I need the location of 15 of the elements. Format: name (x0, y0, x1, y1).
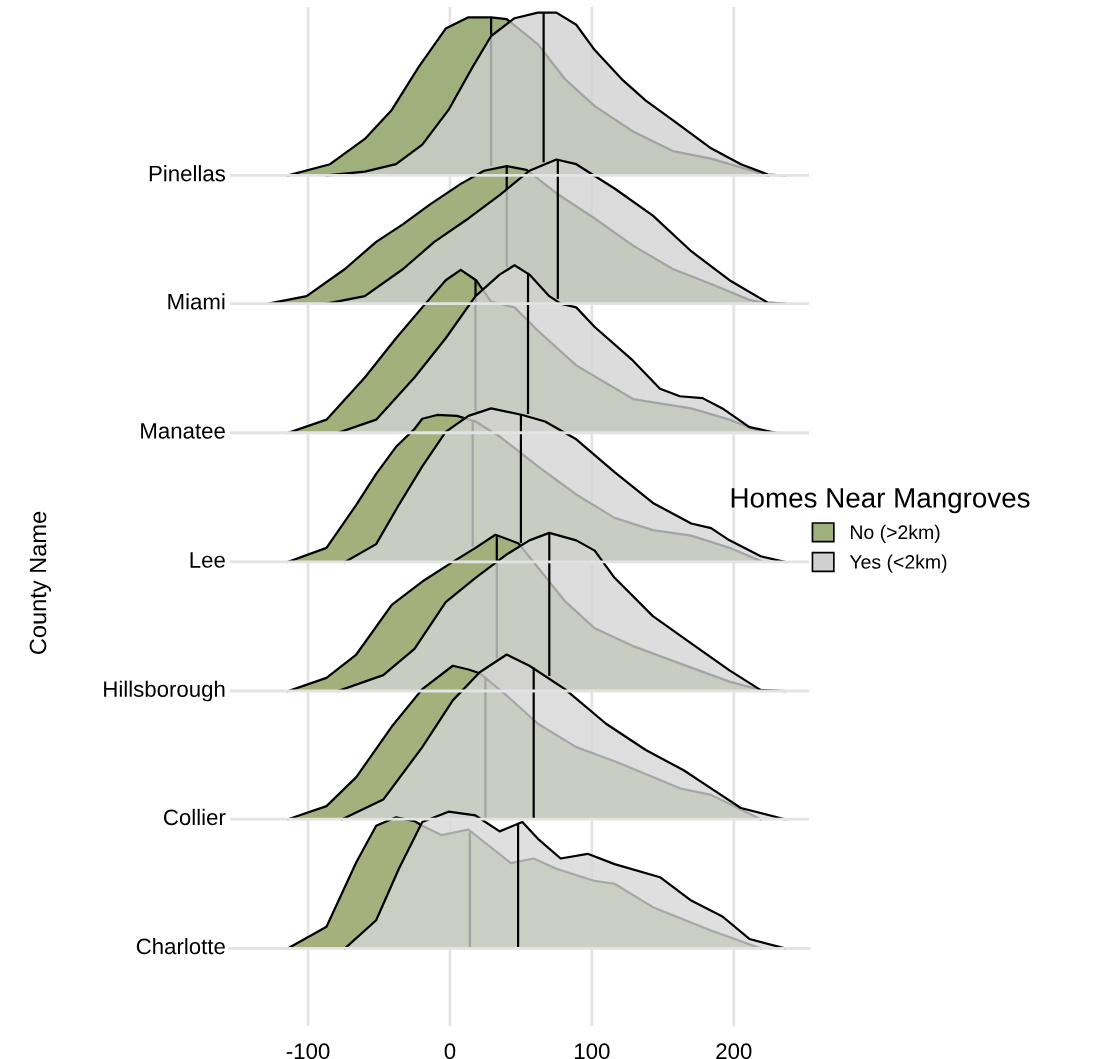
x-tick-label: -100 (286, 1043, 330, 1059)
ref-line-label: Manatee (141, 423, 225, 439)
legend-label: Yes (<2km) (849, 554, 947, 573)
text: Charlotte (136, 937, 225, 955)
x-tick-label: 200 (716, 1043, 752, 1059)
ref-line-label: Hillsborough (104, 680, 225, 702)
x-tick-label: 0 (444, 1043, 456, 1059)
legend-label: No (>2km) (850, 524, 940, 543)
legend-title: Homes Near Mangroves (731, 488, 1030, 514)
x-tick-label: 100 (575, 1043, 610, 1059)
ref-line-label: Lee (190, 552, 225, 568)
text: County Name (29, 511, 52, 654)
ref-line-label: Miami (168, 293, 225, 310)
ref-line-label: Pinellas (149, 165, 226, 182)
ref-line-label: Collier (163, 808, 226, 826)
